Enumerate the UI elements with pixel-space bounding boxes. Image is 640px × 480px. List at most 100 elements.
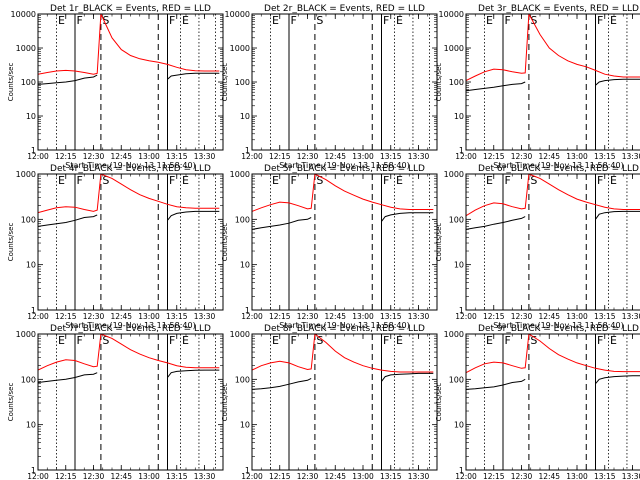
marker-label: F [383, 334, 389, 347]
y-tick-label: 10 [454, 421, 464, 430]
marker-label: S [102, 174, 109, 187]
series-line-events [466, 375, 640, 390]
x-tick-label: 12:30 [297, 312, 319, 321]
y-tick-label: 1 [31, 146, 36, 155]
marker-label: F [505, 334, 511, 347]
x-tick-label: 12:00 [455, 312, 477, 321]
series-line-lld [38, 174, 220, 214]
x-tick-label: 12:00 [241, 472, 263, 480]
x-tick-label: 12:30 [83, 472, 105, 480]
y-tick-label: 1 [459, 466, 464, 475]
marker-label: S [530, 174, 537, 187]
plot-frame [465, 13, 640, 151]
x-tick-label: 13:30 [408, 152, 430, 161]
marker-label: F [77, 14, 83, 27]
panel-title: Det 2r_BLACK = Events, RED = LLD [264, 4, 425, 14]
y-axis-label: Counts/sec [435, 383, 443, 422]
series-line-lld [252, 334, 434, 373]
marker-label: E [182, 174, 189, 187]
y-tick-label: 100 [449, 78, 464, 87]
x-tick-label: 13:15 [166, 152, 188, 161]
x-tick-label: 12:15 [269, 312, 291, 321]
marker-label: F [383, 174, 389, 187]
x-tick-label: 13:00 [566, 152, 588, 161]
plot-frame [37, 13, 224, 151]
series-group [252, 334, 434, 390]
panel-1: Det 1r_BLACK = Events, RED = LLD Counts/s… [7, 4, 224, 170]
y-tick-label: 10000 [11, 10, 36, 19]
marker-label: S [316, 14, 323, 27]
marker-label: F [291, 334, 297, 347]
marker-label: E [182, 334, 189, 347]
y-tick-label: 1000 [16, 170, 36, 179]
y-tick-label: 1 [459, 146, 464, 155]
x-tick-label: 12:00 [27, 312, 49, 321]
x-tick-label: 12:45 [538, 312, 560, 321]
y-axis-label: Counts/sec [435, 63, 443, 102]
x-tick-label: 12:45 [538, 472, 560, 480]
marker-label: E [486, 334, 493, 347]
x-tick-label: 13:00 [138, 152, 160, 161]
x-tick-label: 13:00 [566, 472, 588, 480]
y-tick-label: 1000 [230, 330, 250, 339]
y-tick-label: 1000 [230, 44, 250, 53]
x-tick-label: 13:00 [566, 312, 588, 321]
x-tick-label: 12:00 [27, 152, 49, 161]
y-tick-label: 100 [21, 215, 36, 224]
y-tick-label: 1000 [444, 170, 464, 179]
x-tick-label: 12:30 [297, 152, 319, 161]
plot-frame [251, 173, 438, 311]
x-tick-label: 13:00 [138, 472, 160, 480]
x-tick-label: 12:15 [55, 152, 77, 161]
plot-frame [465, 333, 640, 471]
marker-label: E [610, 334, 617, 347]
marker-label: E [610, 14, 617, 27]
y-tick-label: 1000 [16, 44, 36, 53]
x-tick-label: 13:30 [408, 472, 430, 480]
series-line-events [252, 212, 434, 230]
y-axis-label: Counts/sec [221, 63, 229, 102]
x-tick-label: 13:30 [622, 152, 640, 161]
marker-label: F [77, 174, 83, 187]
y-axis-label: Counts/sec [221, 383, 229, 422]
y-tick-label: 1000 [444, 330, 464, 339]
x-axis-label: Start Time (19-Nov-13 11:58:40) [493, 321, 623, 330]
marker-label: F [597, 174, 603, 187]
marker-label: E [272, 14, 279, 27]
marker-label: E [486, 14, 493, 27]
marker-label: F [291, 14, 297, 27]
marker-label: E [58, 174, 65, 187]
y-tick-label: 10 [454, 112, 464, 121]
x-tick-label: 12:30 [511, 472, 533, 480]
y-tick-label: 1 [245, 146, 250, 155]
y-tick-label: 10 [26, 261, 36, 270]
x-tick-label: 12:00 [241, 312, 263, 321]
x-tick-label: 12:30 [83, 152, 105, 161]
x-tick-label: 12:45 [110, 312, 132, 321]
y-tick-label: 1000 [16, 330, 36, 339]
series-line-lld [252, 174, 434, 212]
x-tick-label: 12:45 [324, 312, 346, 321]
x-tick-label: 12:15 [483, 312, 505, 321]
series-group [466, 174, 640, 230]
x-tick-label: 13:00 [352, 472, 374, 480]
marker-label: S [530, 14, 537, 27]
y-tick-label: 1000 [444, 44, 464, 53]
x-axis-label: Start Time (19-Nov-13 11:58:40) [493, 161, 623, 170]
x-tick-label: 13:15 [594, 472, 616, 480]
marker-label: F [383, 14, 389, 27]
panel-7: Det 7r_BLACK = Events, RED = LLD Counts/s… [7, 324, 224, 480]
x-tick-label: 12:30 [297, 472, 319, 480]
x-tick-label: 12:00 [241, 152, 263, 161]
x-tick-label: 12:15 [55, 312, 77, 321]
y-tick-label: 100 [235, 215, 250, 224]
x-tick-label: 12:45 [324, 472, 346, 480]
x-tick-label: 12:45 [110, 152, 132, 161]
x-tick-label: 13:30 [622, 472, 640, 480]
x-tick-label: 12:30 [511, 152, 533, 161]
x-tick-label: 13:30 [408, 312, 430, 321]
marker-label: F [291, 174, 297, 187]
x-tick-label: 12:15 [269, 152, 291, 161]
y-tick-label: 10000 [225, 10, 250, 19]
